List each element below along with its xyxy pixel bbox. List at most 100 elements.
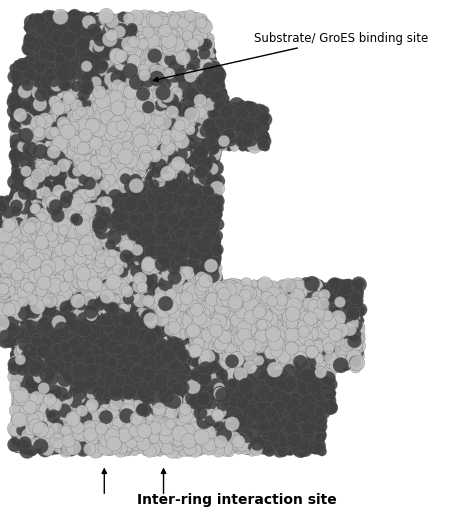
Point xyxy=(174,33,182,41)
Point xyxy=(113,282,120,291)
Point xyxy=(283,408,291,416)
Point xyxy=(91,41,99,50)
Point xyxy=(36,331,44,340)
Point xyxy=(148,117,156,125)
Point xyxy=(91,59,98,67)
Point xyxy=(109,432,116,440)
Point xyxy=(44,387,51,395)
Point xyxy=(109,140,117,148)
Point xyxy=(220,312,228,320)
Point xyxy=(193,79,201,87)
Point xyxy=(78,317,85,325)
Point xyxy=(220,322,228,330)
Point xyxy=(72,214,80,222)
Point xyxy=(332,356,339,365)
Point xyxy=(113,298,121,306)
Point xyxy=(82,399,90,407)
Point xyxy=(142,254,149,262)
Point xyxy=(171,59,179,68)
Point xyxy=(252,293,259,302)
Point xyxy=(145,159,153,167)
Point xyxy=(66,388,73,396)
Point xyxy=(237,431,245,439)
Point xyxy=(31,103,38,111)
Point xyxy=(164,333,172,342)
Point xyxy=(12,349,19,358)
Point xyxy=(229,281,237,290)
Point xyxy=(195,308,202,317)
Point xyxy=(138,398,146,406)
Point xyxy=(265,342,273,350)
Point xyxy=(99,147,107,155)
Point xyxy=(95,305,102,313)
Point xyxy=(112,172,120,181)
Point xyxy=(25,211,33,219)
Point xyxy=(95,369,103,377)
Point xyxy=(343,302,350,311)
Point xyxy=(173,427,181,436)
Point xyxy=(138,220,146,229)
Point xyxy=(146,286,154,295)
Point xyxy=(282,335,290,343)
Point xyxy=(44,86,51,94)
Point xyxy=(31,173,39,181)
Point xyxy=(219,333,226,342)
Point xyxy=(81,434,88,442)
Point xyxy=(0,198,6,206)
Point xyxy=(137,367,145,375)
Point xyxy=(18,171,26,179)
Point xyxy=(210,79,217,87)
Point xyxy=(43,433,51,442)
Point xyxy=(103,165,110,173)
Point xyxy=(14,337,22,345)
Point xyxy=(26,284,33,292)
Point xyxy=(225,358,233,366)
Point xyxy=(260,382,268,391)
Point xyxy=(210,132,217,140)
Point xyxy=(26,361,33,370)
Point xyxy=(163,67,170,76)
Point xyxy=(53,26,60,34)
Point xyxy=(188,197,196,206)
Point xyxy=(137,206,145,215)
Point xyxy=(261,404,268,413)
Point xyxy=(159,194,166,202)
Point xyxy=(208,233,216,242)
Point xyxy=(150,264,158,272)
Point xyxy=(140,120,147,129)
Point xyxy=(49,22,56,30)
Point xyxy=(49,48,56,56)
Point xyxy=(17,200,25,208)
Point xyxy=(270,343,277,351)
Point xyxy=(201,415,208,423)
Point xyxy=(12,337,20,345)
Point xyxy=(268,333,275,342)
Point xyxy=(171,395,178,403)
Point xyxy=(195,151,202,159)
Point xyxy=(159,409,166,417)
Point xyxy=(79,180,87,188)
Point xyxy=(21,284,29,292)
Point xyxy=(210,366,218,374)
Point xyxy=(319,294,327,302)
Point xyxy=(274,391,282,400)
Point xyxy=(14,299,21,307)
Point xyxy=(124,135,132,144)
Point xyxy=(255,402,262,411)
Point xyxy=(18,355,26,364)
Point xyxy=(29,447,36,455)
Point xyxy=(254,109,262,117)
Point xyxy=(69,15,77,24)
Point xyxy=(60,387,68,396)
Point xyxy=(208,370,216,379)
Point xyxy=(100,426,107,434)
Point xyxy=(12,75,20,83)
Point xyxy=(70,111,77,119)
Point xyxy=(337,321,344,330)
Point xyxy=(240,140,247,148)
Point xyxy=(144,131,152,139)
Point xyxy=(147,243,155,251)
Point xyxy=(60,279,67,287)
Point xyxy=(221,324,228,333)
Point xyxy=(168,322,175,330)
